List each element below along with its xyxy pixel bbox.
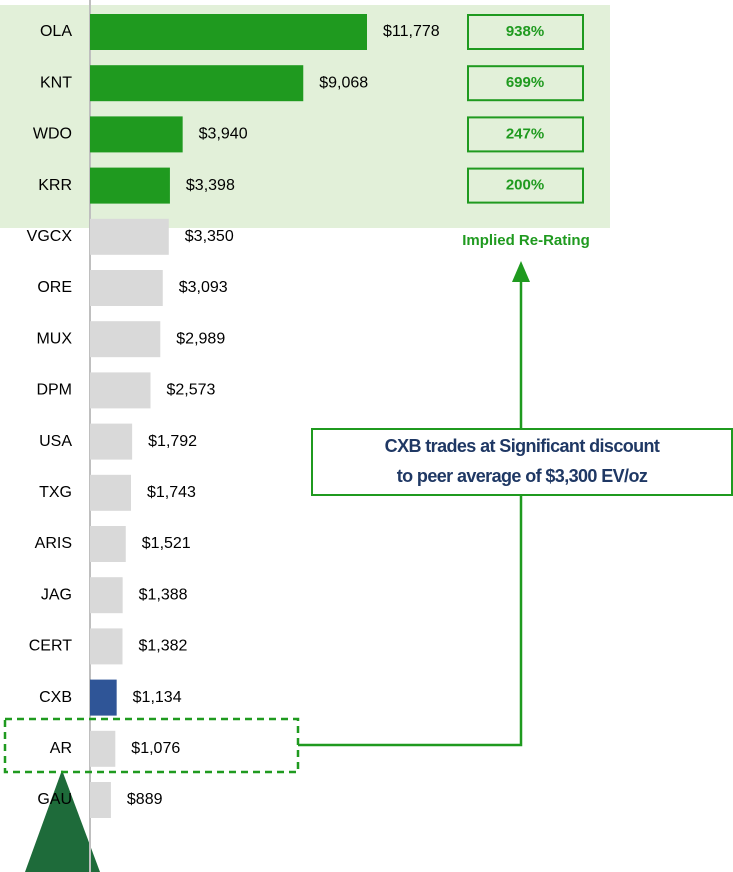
value-label: $2,989 <box>176 330 225 347</box>
bar <box>90 270 163 306</box>
annotation-box <box>311 428 733 496</box>
value-label: $889 <box>127 791 163 808</box>
re-rating-label: 699% <box>506 74 544 91</box>
value-label: $1,076 <box>131 740 180 757</box>
bar <box>90 423 133 460</box>
value-label: $3,398 <box>186 177 235 194</box>
highlight-box <box>3 717 300 774</box>
category-label: MUX <box>36 330 72 347</box>
value-label: $2,573 <box>167 382 216 399</box>
category-label: GAU <box>37 791 72 808</box>
category-label: KRR <box>38 177 72 194</box>
value-label: $9,068 <box>319 74 368 91</box>
value-label: $3,093 <box>179 279 228 296</box>
bar <box>90 730 116 767</box>
bar <box>90 782 111 818</box>
value-label: $3,350 <box>185 228 234 245</box>
corner-triangle <box>25 770 100 872</box>
value-label: $1,792 <box>148 433 197 450</box>
re-rating-box <box>467 14 584 50</box>
re-rating-title: Implied Re-Rating <box>462 232 590 249</box>
value-label: $3,940 <box>199 126 248 143</box>
bar <box>90 577 123 614</box>
category-label: DPM <box>36 382 72 399</box>
annotation: CXB trades at Significant discount <box>385 436 660 456</box>
category-label: TXG <box>39 484 72 501</box>
arrow-head <box>512 261 530 282</box>
value-label: $1,382 <box>139 638 188 655</box>
value-label: $1,521 <box>142 535 191 552</box>
re-rating-label: 200% <box>506 177 544 194</box>
bar <box>90 218 169 255</box>
re-rating-label: 247% <box>506 125 544 142</box>
category-label: ORE <box>37 279 72 296</box>
category-label: OLA <box>40 23 72 40</box>
bar <box>90 526 126 562</box>
bar <box>90 167 170 204</box>
re-rating-box <box>467 65 584 102</box>
category-label: CERT <box>29 638 72 655</box>
category-label: KNT <box>40 74 72 91</box>
category-label: JAG <box>41 586 72 603</box>
bar <box>90 65 304 102</box>
bar <box>90 14 367 50</box>
category-label: WDO <box>33 126 72 143</box>
bar <box>90 372 151 409</box>
re-rating-box <box>467 116 584 153</box>
category-label: CXB <box>39 689 72 706</box>
category-label: AR <box>50 740 72 757</box>
bar <box>90 321 161 358</box>
category-label: VGCX <box>27 228 73 245</box>
bar <box>90 679 117 716</box>
bar <box>90 628 123 665</box>
bar <box>90 474 131 511</box>
category-label: ARIS <box>35 535 72 552</box>
category-label: USA <box>39 433 72 450</box>
value-label: $1,743 <box>147 484 196 501</box>
value-label: $11,778 <box>383 23 440 40</box>
re-rating-box <box>467 167 584 204</box>
annotation: to peer average of $3,300 EV/oz <box>397 466 648 486</box>
arrow-line <box>298 280 523 747</box>
re-rating-label: 938% <box>506 23 544 40</box>
value-label: $1,134 <box>133 689 182 706</box>
bar <box>90 116 183 153</box>
value-label: $1,388 <box>139 586 188 603</box>
